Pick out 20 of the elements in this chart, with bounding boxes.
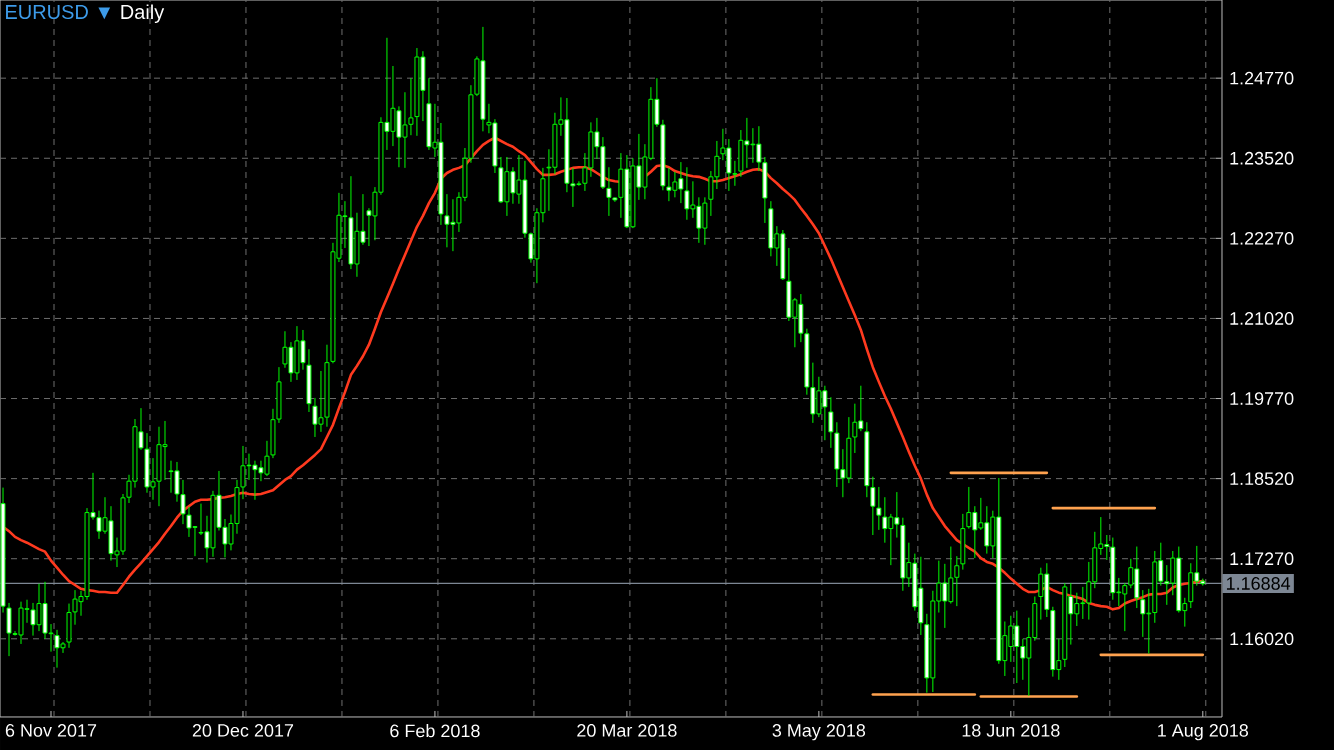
candlestick [870,476,876,536]
y-tick-label: 1.19770 [1230,392,1294,405]
y-tick-label: 1.22270 [1230,231,1294,245]
x-tick-label: 6 Nov 2017 [5,724,97,737]
chart-title: EURUSD ▼ [6,4,111,20]
y-tick-label: 1.18520 [1230,472,1294,486]
x-tick-label: 18 Jun 2018 [962,724,1060,737]
x-tick-label: 1 Aug 2018 [1158,724,1249,741]
y-tick-label: 1.23520 [1230,151,1294,165]
ref-line-label: 1.16884 [1226,577,1291,590]
x-tick-label: 3 May 2018 [772,724,866,741]
y-tick-label: 1.24770 [1230,71,1294,85]
y-tick-label: 1.17270 [1230,552,1294,566]
candlestick [876,486,882,531]
y-tick-label: 1.16020 [1230,632,1294,646]
x-tick-label: 6 Feb 2018 [390,724,480,738]
y-tick-label: 1.21020 [1230,312,1294,325]
chart-subtitle: Daily [121,4,165,24]
x-tick-label: 20 Dec 2017 [192,724,294,737]
x-tick-label: 20 Mar 2018 [577,724,677,737]
